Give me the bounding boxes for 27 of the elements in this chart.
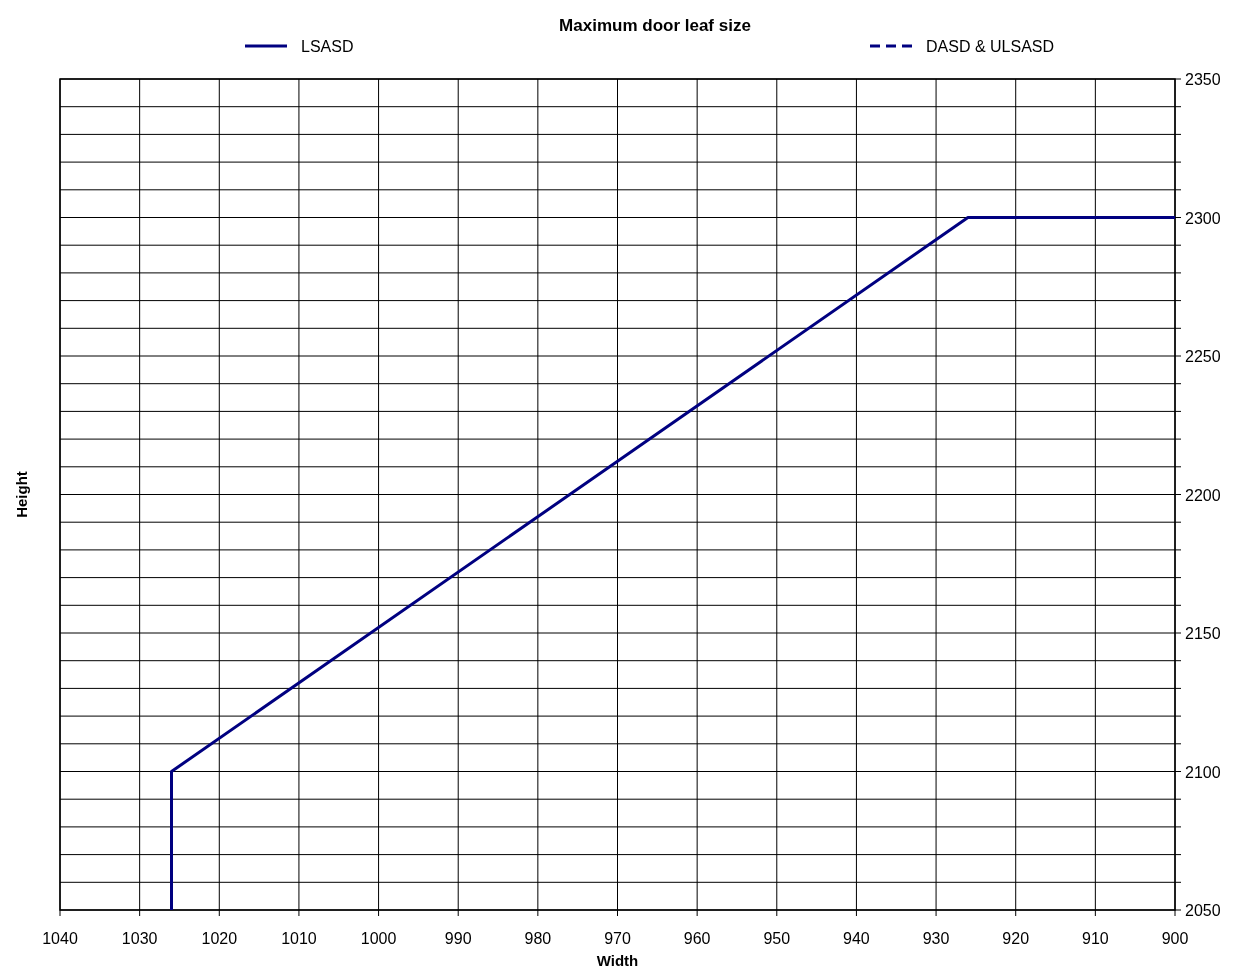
x-axis-title: Width bbox=[596, 952, 639, 969]
x-tick-label: 1020 bbox=[201, 930, 238, 947]
x-tick-label: 960 bbox=[683, 930, 711, 947]
x-tick-label: 990 bbox=[444, 930, 472, 947]
y-tick-label: 2200 bbox=[1185, 486, 1221, 504]
x-tick-label: 950 bbox=[763, 930, 791, 947]
x-tick-label: 910 bbox=[1082, 930, 1109, 947]
x-tick-label: 920 bbox=[1002, 930, 1030, 947]
x-tick-label: 940 bbox=[843, 930, 870, 947]
legend-label: LSASD bbox=[301, 38, 354, 55]
x-tick-label: 980 bbox=[524, 930, 552, 947]
x-tick-label: 1010 bbox=[281, 930, 317, 947]
legend-label: DASD & ULSASD bbox=[926, 38, 1055, 55]
y-tick-label: 2150 bbox=[1185, 625, 1221, 642]
y-tick-label: 2050 bbox=[1185, 902, 1221, 919]
x-tick-label: 970 bbox=[604, 930, 631, 947]
y-tick-label: 2300 bbox=[1185, 209, 1221, 227]
y-tick-label: 2250 bbox=[1185, 348, 1221, 365]
x-tick-label: 1000 bbox=[360, 930, 397, 947]
x-tick-label: 930 bbox=[922, 930, 950, 947]
chart-title: Maximum door leaf size bbox=[559, 16, 751, 35]
y-tick-label: 2350 bbox=[1185, 71, 1221, 88]
x-tick-label: 1040 bbox=[42, 930, 78, 947]
y-tick-label: 2100 bbox=[1185, 763, 1221, 781]
y-axis-title: Height bbox=[13, 471, 30, 518]
x-tick-label: 900 bbox=[1161, 930, 1189, 947]
x-tick-label: 1030 bbox=[121, 930, 158, 947]
